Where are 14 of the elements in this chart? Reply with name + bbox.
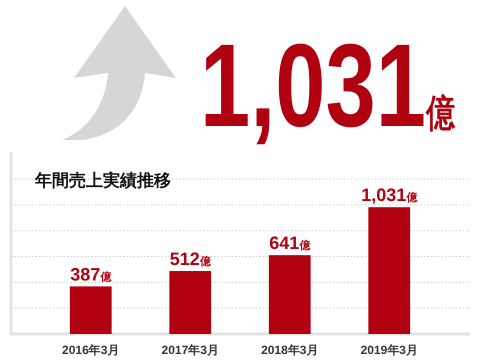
x-tick-label: 2018年3月 <box>261 343 318 357</box>
x-tick-label: 2019年3月 <box>360 343 418 357</box>
bar <box>268 255 311 334</box>
bar <box>70 286 112 334</box>
data-label: 387億 <box>70 264 112 284</box>
bar <box>169 271 212 334</box>
data-label: 641億 <box>269 233 312 254</box>
x-tick-label: 2017年3月 <box>162 343 219 357</box>
data-label: 1,031億 <box>361 185 418 206</box>
text: 年間売上実績推移 <box>34 171 171 190</box>
text: 1,031億 <box>200 20 480 152</box>
bar <box>368 207 410 334</box>
data-label: 512億 <box>170 249 212 270</box>
x-tick-label: 2016年3月 <box>62 343 120 357</box>
